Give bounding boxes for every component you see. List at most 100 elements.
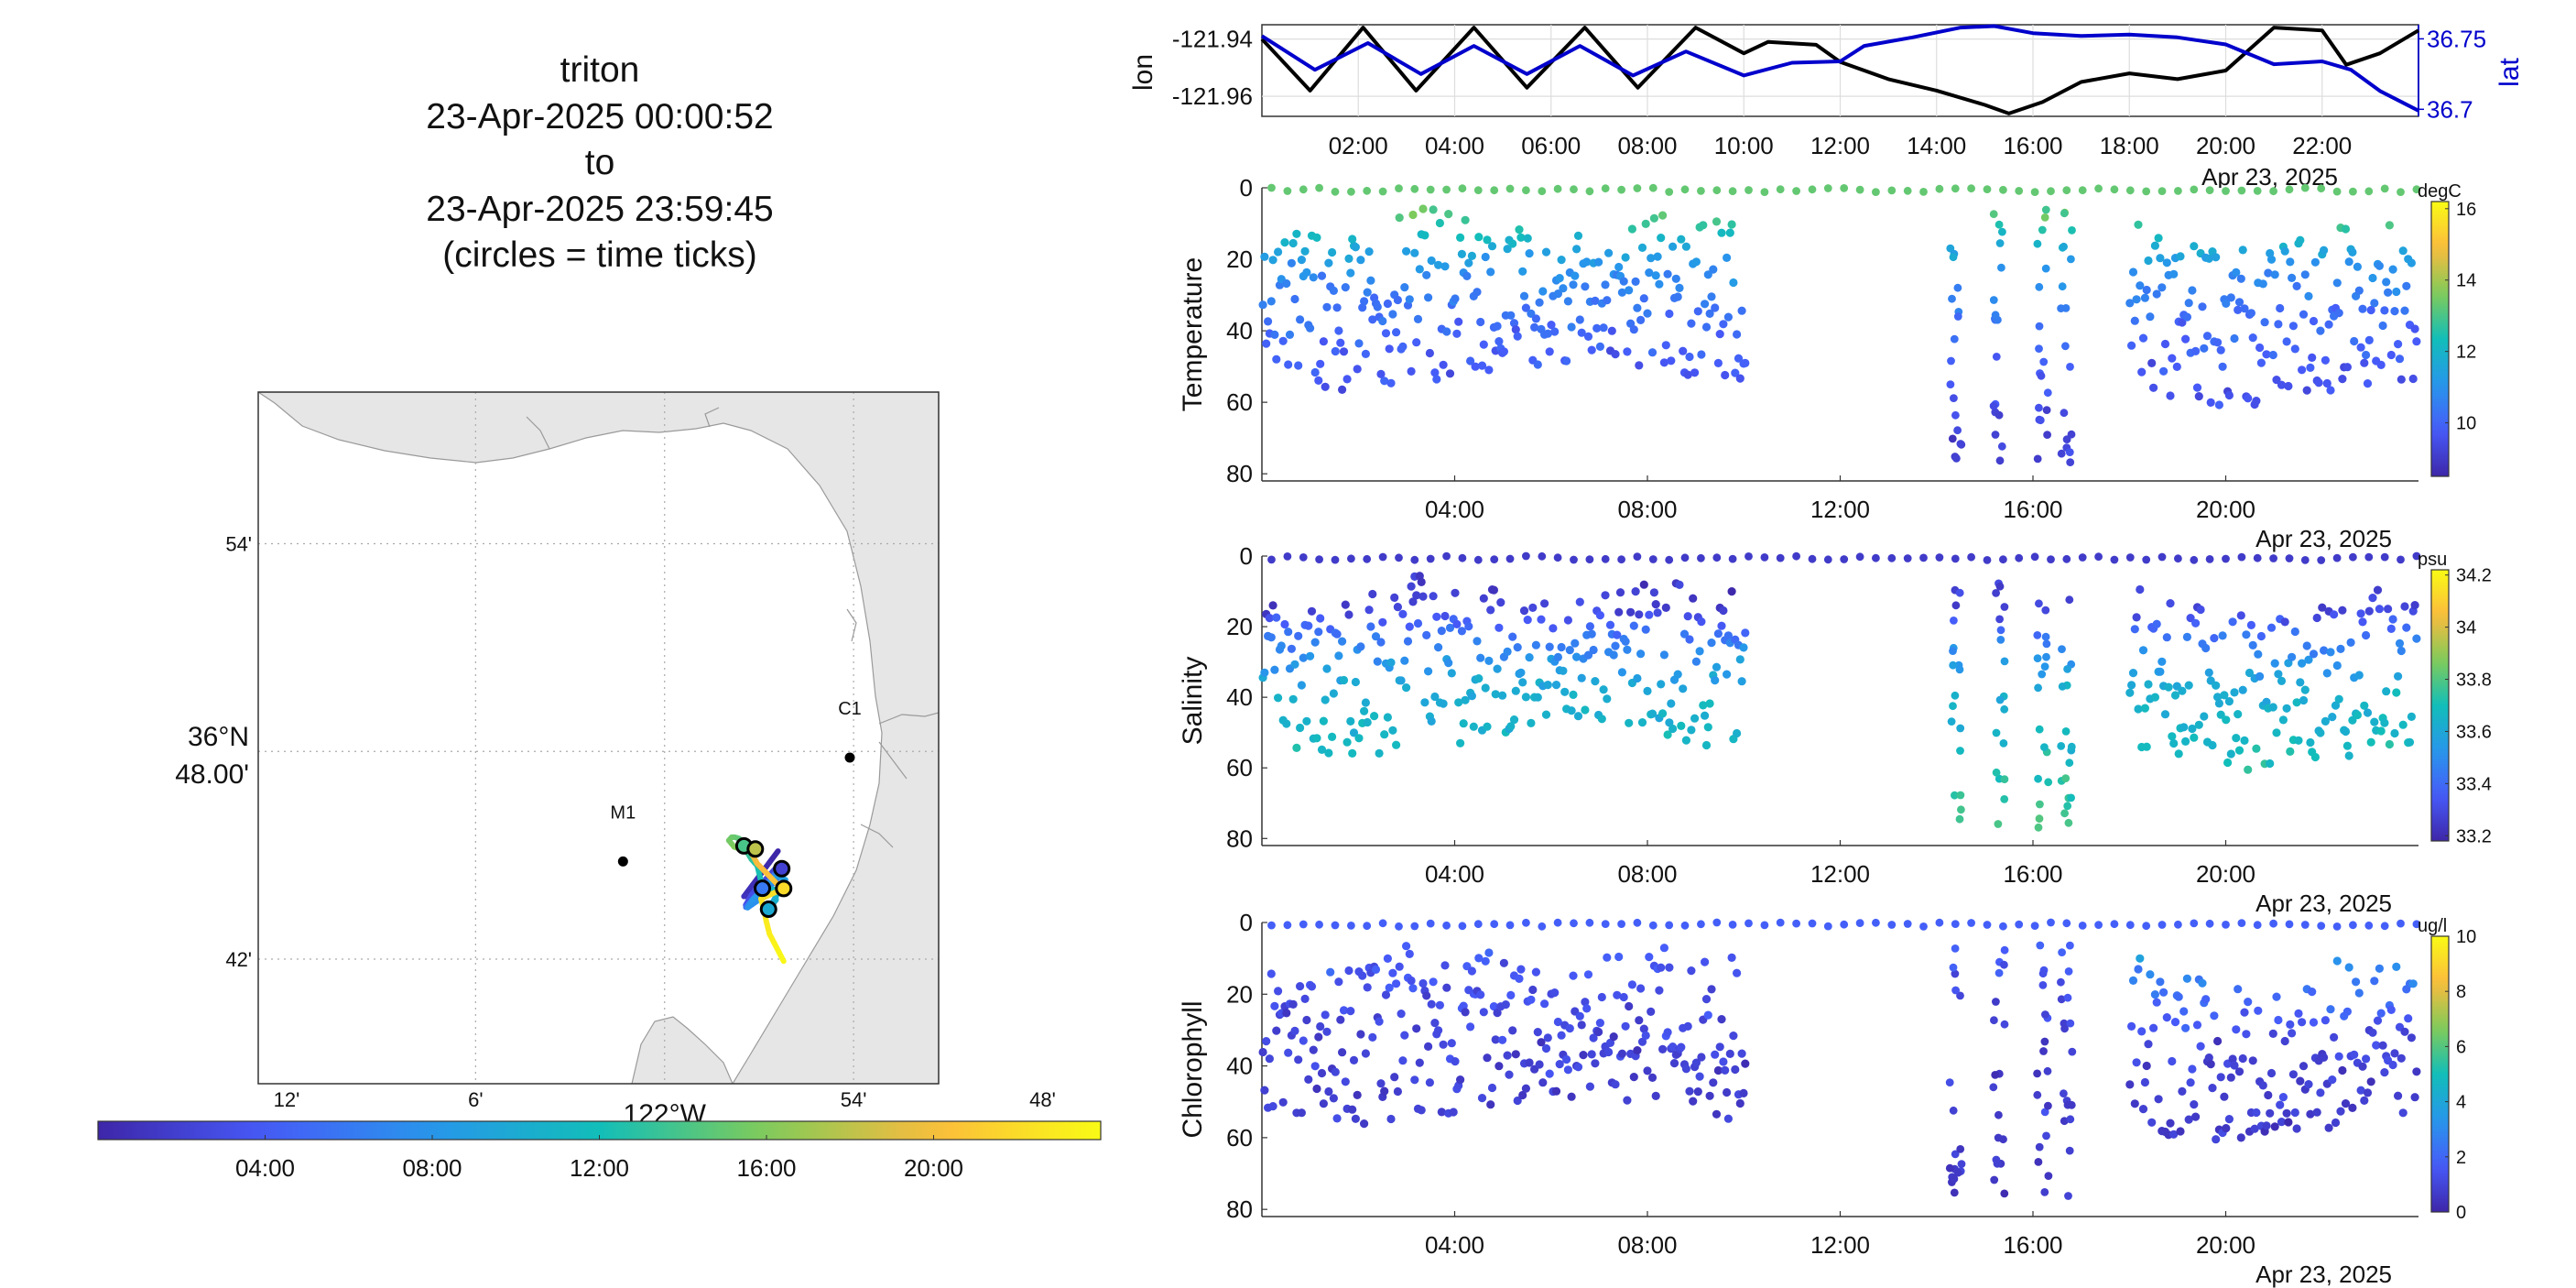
data-point: [2358, 304, 2367, 313]
data-point: [1477, 1094, 1487, 1103]
data-point: [2272, 992, 2281, 1001]
colorbar-tick-label: 10: [2456, 414, 2476, 434]
data-point: [2190, 919, 2199, 928]
data-point: [2226, 293, 2235, 302]
data-point: [1707, 639, 1716, 648]
data-point: [2344, 257, 2353, 267]
data-point: [2204, 1053, 2213, 1063]
data-point: [2042, 1131, 2050, 1141]
data-point: [2364, 552, 2374, 562]
data-point: [1356, 256, 1365, 265]
data-point: [1483, 722, 1492, 731]
data-point: [2353, 262, 2362, 271]
data-point: [1935, 918, 1944, 927]
data-point: [2363, 379, 2373, 388]
data-point: [1380, 1086, 1389, 1096]
data-point: [2244, 668, 2255, 678]
data-point: [2191, 1112, 2201, 1121]
scatter-y-tick-label: 0: [1240, 542, 1253, 570]
data-point: [2408, 374, 2418, 384]
data-point: [1637, 243, 1647, 252]
data-point: [1338, 1048, 1347, 1057]
data-point: [2172, 362, 2181, 371]
data-point: [2212, 681, 2221, 690]
data-point: [2390, 1049, 2399, 1058]
data-point: [2285, 185, 2294, 194]
data-point: [1547, 321, 1556, 330]
data-point: [1553, 1017, 1562, 1027]
data-point: [1278, 336, 1288, 345]
data-point: [1442, 551, 1451, 561]
data-point: [1262, 339, 1271, 348]
data-point: [2246, 309, 2255, 318]
data-point: [1665, 921, 1674, 930]
data-point: [2328, 713, 2337, 722]
data-point: [1623, 1096, 1632, 1105]
data-point: [1364, 606, 1374, 615]
data-point: [1637, 1037, 1647, 1046]
data-point: [2294, 1009, 2303, 1018]
data-point: [2142, 187, 2151, 196]
data-point: [1647, 348, 1658, 357]
data-point: [2352, 977, 2361, 987]
data-point: [1272, 1026, 1281, 1035]
data-point: [2188, 286, 2197, 295]
data-point: [1302, 267, 1311, 277]
data-point: [1651, 271, 1660, 280]
data-point: [2205, 186, 2214, 195]
data-point: [1609, 650, 1618, 660]
data-point: [2058, 948, 2067, 956]
data-point: [1983, 556, 1992, 564]
data-point: [1476, 653, 1485, 662]
data-point: [1541, 710, 1551, 719]
data-point: [1274, 247, 1283, 257]
data-point: [1760, 921, 1769, 930]
data-point: [1712, 662, 1722, 671]
data-point: [1995, 695, 2005, 704]
data-point: [2392, 688, 2401, 697]
data-point: [1633, 918, 1642, 927]
data-point: [1581, 998, 1590, 1007]
series-line-lat: [1260, 24, 2419, 113]
time-tick-circle: [775, 879, 793, 898]
data-point: [1967, 552, 1976, 562]
data-point: [1792, 551, 1800, 561]
data-point: [1304, 621, 1313, 630]
data-point: [1288, 694, 1298, 704]
data-point: [1935, 553, 1944, 562]
data-point: [1368, 589, 1377, 599]
data-point: [2128, 976, 2138, 985]
data-point: [2220, 1092, 2229, 1101]
data-point: [1393, 603, 1402, 612]
data-point: [1316, 359, 1325, 368]
data-point: [1329, 1094, 1338, 1103]
data-point: [2030, 188, 2039, 197]
data-point: [1553, 553, 1562, 562]
data-point: [2375, 605, 2384, 614]
data-point: [1319, 1099, 1328, 1108]
data-point: [2058, 282, 2067, 291]
data-point: [1538, 187, 1547, 196]
data-point: [2382, 687, 2391, 696]
data-point: [2338, 375, 2347, 384]
data-point: [1605, 620, 1615, 629]
data-point: [2162, 258, 2171, 267]
data-point: [2240, 736, 2249, 746]
data-point: [1653, 252, 1662, 261]
data-point: [1342, 737, 1352, 747]
data-point: [1346, 1007, 1355, 1016]
data-point: [1823, 555, 1832, 564]
data-point: [2317, 922, 2326, 930]
data-point: [1601, 280, 1610, 289]
data-point: [1360, 706, 1369, 715]
lonlat-x-tick-label: 02:00: [1329, 132, 1388, 159]
data-point: [1651, 600, 1660, 609]
data-point: [1573, 231, 1583, 240]
data-point: [1373, 302, 1382, 311]
data-point: [2398, 1108, 2408, 1118]
data-point: [2132, 613, 2141, 622]
data-point: [1535, 298, 1544, 307]
data-point: [1604, 248, 1614, 257]
data-point: [1639, 580, 1648, 589]
data-point: [1353, 365, 1362, 374]
